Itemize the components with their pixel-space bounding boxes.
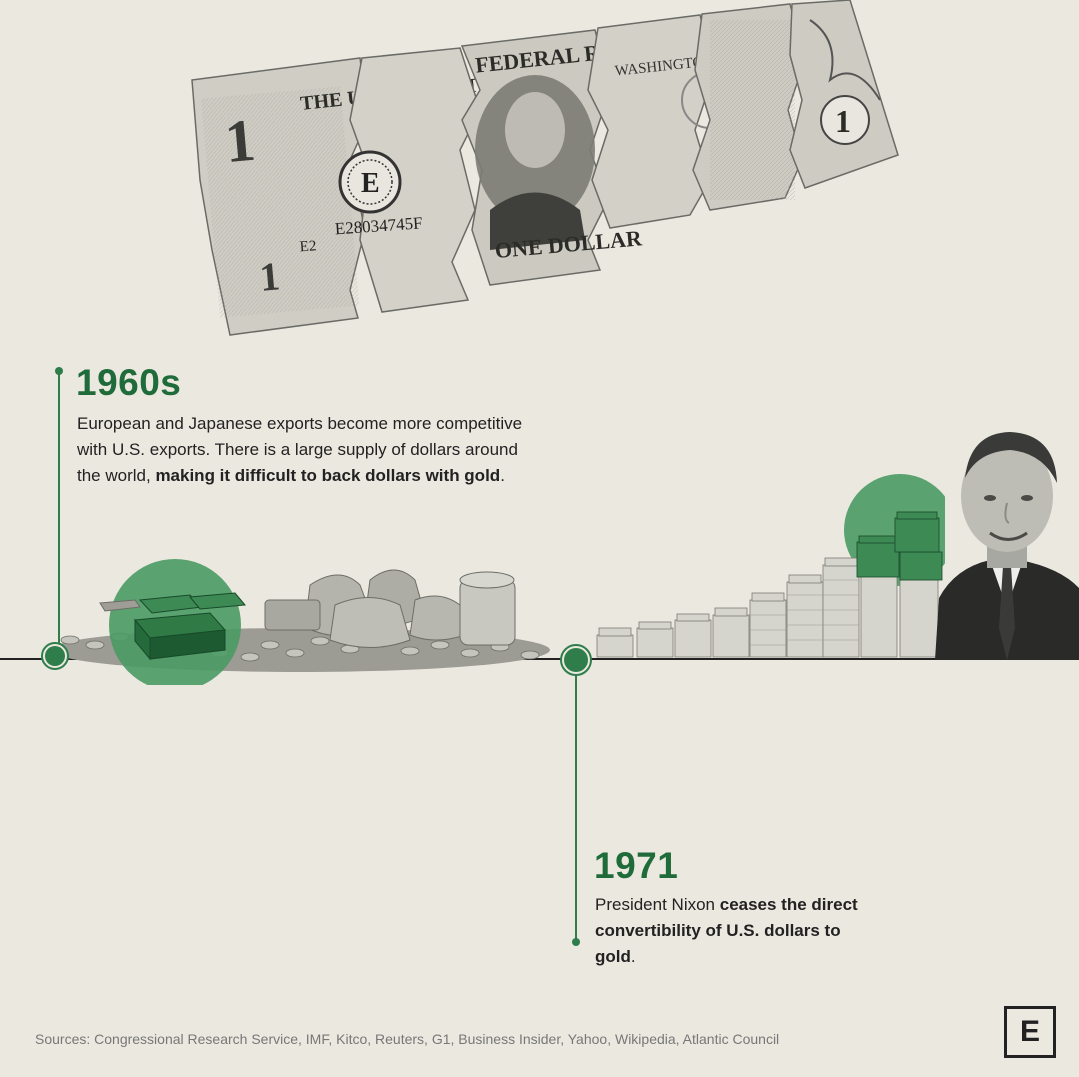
cash-stack-icon xyxy=(596,557,939,658)
gold-bar-icon xyxy=(99,592,246,661)
bill-piece-far-right: 1 xyxy=(789,0,899,189)
year-1960s-heading: 1960s xyxy=(76,362,182,403)
timeline-connector-1971 xyxy=(575,660,577,942)
bill-left-code: E2 xyxy=(299,238,317,255)
year-1960s-text-end: . xyxy=(500,466,505,485)
brand-logo-letter: E xyxy=(1019,1015,1040,1048)
green-cash-stack-icon xyxy=(856,511,943,581)
year-1960s-text-bold: making it difficult to back dollars with… xyxy=(155,466,501,485)
year-1971-text-end: . xyxy=(630,947,636,966)
timeline-node-1960s xyxy=(41,642,69,670)
year-1971-description: President Nixon ceases the direct conver… xyxy=(595,892,885,970)
bill-piece-right xyxy=(692,3,806,211)
federal-seal-icon xyxy=(338,150,402,214)
seal-letter: E xyxy=(361,168,380,199)
timeline-axis xyxy=(0,658,1079,660)
svg-text:1: 1 xyxy=(258,253,282,300)
svg-text:1: 1 xyxy=(222,107,258,175)
timeline-connector-1960s xyxy=(58,372,60,658)
nixon-portrait-photo xyxy=(935,432,1079,660)
year-1960s-text-plain: European and Japanese exports become mor… xyxy=(77,414,523,485)
cash-stacks-illustration xyxy=(596,474,945,658)
year-1960s-description: European and Japanese exports become mor… xyxy=(77,411,537,489)
brand-logo: E xyxy=(1004,1006,1056,1058)
svg-text:1: 1 xyxy=(835,103,851,139)
coin-bag-icon xyxy=(264,569,516,648)
timeline-end-dot-1960s xyxy=(55,367,63,375)
torn-dollar-bill-illustration: 1 1 THE UNITED STATES OF AMERICA E E2803… xyxy=(191,0,899,336)
sources-footer: Sources: Congressional Research Service,… xyxy=(35,1031,780,1047)
year-1971-text-bold: ceases the direct convertibility of U.S.… xyxy=(595,895,858,966)
timeline-end-dot-1971 xyxy=(572,938,580,946)
gold-bars-and-coin-bags-illustration xyxy=(50,559,550,685)
year-1971-heading: 1971 xyxy=(594,845,679,886)
timeline-node-1971 xyxy=(560,644,592,676)
year-1971-text-plain: President Nixon xyxy=(595,895,720,914)
